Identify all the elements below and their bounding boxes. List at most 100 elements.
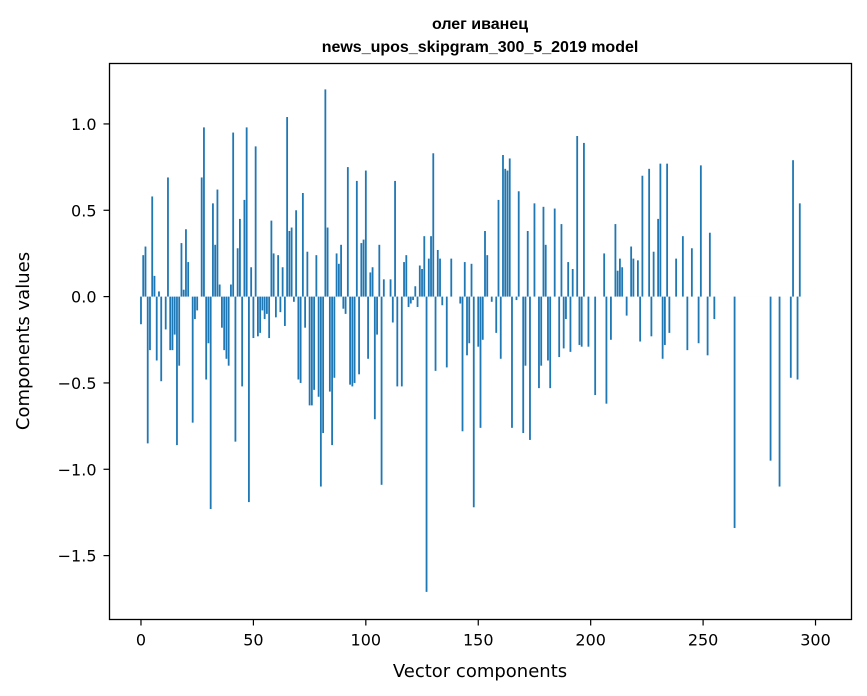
bar bbox=[182, 289, 185, 297]
bar bbox=[299, 296, 302, 383]
bar bbox=[414, 286, 417, 297]
bar bbox=[151, 196, 154, 297]
bar bbox=[265, 296, 268, 314]
bar bbox=[324, 89, 327, 297]
bar bbox=[416, 296, 419, 307]
x-tick-label: 0 bbox=[136, 631, 146, 650]
bar bbox=[232, 132, 235, 297]
bar bbox=[362, 239, 365, 297]
bar bbox=[699, 165, 702, 297]
bar bbox=[616, 270, 619, 297]
bar bbox=[690, 248, 693, 297]
bar bbox=[234, 296, 237, 442]
x-axis-label: Vector components bbox=[393, 661, 567, 682]
bar bbox=[540, 296, 543, 366]
bar bbox=[632, 258, 635, 297]
plot-frame bbox=[108, 62, 853, 621]
y-axis-ticks: −1.5 −1.0 −0.5 0.0 0.5 1.0 bbox=[58, 115, 110, 566]
bar bbox=[144, 246, 147, 297]
bar bbox=[639, 296, 642, 342]
chart-subtitle: news_upos_skipgram_300_5_2019 model bbox=[322, 39, 639, 56]
bar bbox=[236, 248, 239, 297]
bar bbox=[196, 296, 199, 311]
bar bbox=[263, 296, 266, 320]
bar bbox=[212, 203, 214, 297]
bar bbox=[407, 296, 410, 307]
bar bbox=[227, 296, 230, 366]
bar bbox=[529, 296, 531, 440]
bar bbox=[272, 253, 275, 297]
bar bbox=[461, 296, 464, 432]
bar bbox=[567, 262, 570, 297]
bar bbox=[288, 230, 291, 297]
bar bbox=[578, 296, 581, 345]
bar bbox=[290, 227, 293, 297]
bar bbox=[769, 296, 772, 461]
x-tick-label: 200 bbox=[575, 631, 606, 650]
bar bbox=[259, 296, 262, 333]
bar bbox=[369, 272, 372, 297]
bar bbox=[450, 258, 453, 297]
bar bbox=[427, 258, 430, 297]
bar bbox=[439, 258, 441, 297]
bar bbox=[306, 251, 309, 297]
bar bbox=[367, 296, 369, 359]
x-axis-ticks: 0 50 100 150 200 250 300 bbox=[136, 619, 831, 650]
bar bbox=[796, 296, 799, 380]
bar bbox=[466, 296, 468, 356]
bar bbox=[243, 199, 246, 297]
bar bbox=[230, 284, 232, 297]
bar bbox=[221, 296, 223, 328]
bar bbox=[178, 296, 181, 366]
bar bbox=[681, 236, 684, 297]
bar bbox=[675, 258, 678, 297]
y-tick-label: 0.0 bbox=[71, 288, 96, 307]
bar bbox=[425, 296, 428, 592]
bar bbox=[706, 296, 709, 356]
bar bbox=[373, 296, 376, 420]
bar bbox=[351, 296, 354, 387]
bar bbox=[499, 296, 502, 359]
bar bbox=[502, 155, 504, 297]
bar bbox=[301, 193, 304, 297]
bar bbox=[376, 296, 378, 335]
bar bbox=[164, 296, 167, 330]
x-tick-label: 250 bbox=[688, 631, 719, 650]
y-axis-label: Components values bbox=[13, 252, 34, 430]
bar bbox=[252, 296, 255, 339]
bar bbox=[140, 296, 142, 325]
bar bbox=[254, 146, 257, 297]
bar bbox=[547, 296, 549, 361]
bar bbox=[239, 218, 241, 297]
bar bbox=[778, 296, 781, 487]
bar bbox=[185, 229, 187, 297]
y-tick-label: 0.5 bbox=[71, 201, 96, 220]
bar bbox=[382, 279, 385, 297]
bar bbox=[349, 296, 351, 385]
bar bbox=[421, 268, 423, 297]
bar bbox=[245, 127, 248, 297]
bar bbox=[169, 296, 172, 351]
bar bbox=[497, 199, 500, 297]
bar bbox=[250, 267, 253, 297]
bar bbox=[569, 296, 572, 352]
bar bbox=[533, 203, 536, 297]
bar bbox=[409, 296, 412, 304]
bar bbox=[470, 263, 473, 297]
bar bbox=[486, 255, 489, 297]
bar bbox=[562, 296, 565, 349]
bar bbox=[436, 249, 439, 297]
bar bbox=[479, 296, 482, 428]
bar bbox=[187, 262, 190, 297]
bar bbox=[659, 163, 662, 297]
bar bbox=[789, 296, 792, 378]
bar bbox=[641, 175, 644, 297]
bar bbox=[171, 296, 174, 351]
bar bbox=[261, 296, 264, 311]
bar bbox=[191, 296, 194, 423]
bar bbox=[538, 296, 540, 389]
bar bbox=[355, 180, 358, 297]
bar bbox=[160, 296, 163, 382]
bar bbox=[200, 177, 203, 297]
